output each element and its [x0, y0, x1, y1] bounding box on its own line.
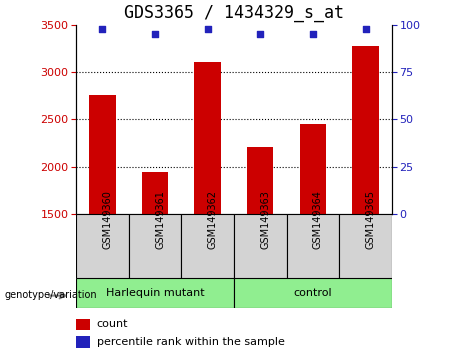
Point	[257, 32, 264, 37]
Text: genotype/variation: genotype/variation	[5, 290, 97, 300]
Text: GSM149360: GSM149360	[102, 190, 112, 249]
Text: control: control	[294, 288, 332, 298]
Bar	[247, 147, 273, 214]
Text: GSM149362: GSM149362	[207, 190, 218, 249]
Bar	[195, 62, 221, 214]
Text: GSM149361: GSM149361	[155, 190, 165, 249]
Point	[151, 32, 159, 37]
Bar	[76, 278, 234, 308]
Text: GSM149365: GSM149365	[366, 190, 376, 249]
Point	[309, 32, 317, 37]
Text: count: count	[97, 319, 128, 329]
Title: GDS3365 / 1434329_s_at: GDS3365 / 1434329_s_at	[124, 4, 344, 22]
Bar	[300, 124, 326, 214]
Bar	[339, 214, 392, 278]
Text: percentile rank within the sample: percentile rank within the sample	[97, 337, 284, 347]
Bar	[129, 214, 181, 278]
Text: GSM149363: GSM149363	[260, 190, 270, 249]
Point	[99, 26, 106, 32]
Bar	[142, 172, 168, 214]
Bar	[76, 336, 90, 348]
Bar	[76, 214, 129, 278]
Text: Harlequin mutant: Harlequin mutant	[106, 288, 204, 298]
Bar	[234, 278, 392, 308]
Point	[362, 26, 369, 32]
Text: GSM149364: GSM149364	[313, 190, 323, 249]
Bar	[287, 214, 339, 278]
Point	[204, 26, 211, 32]
Bar	[181, 214, 234, 278]
Bar	[234, 214, 287, 278]
Bar	[76, 319, 90, 330]
Bar	[352, 46, 378, 214]
Bar	[89, 95, 116, 214]
